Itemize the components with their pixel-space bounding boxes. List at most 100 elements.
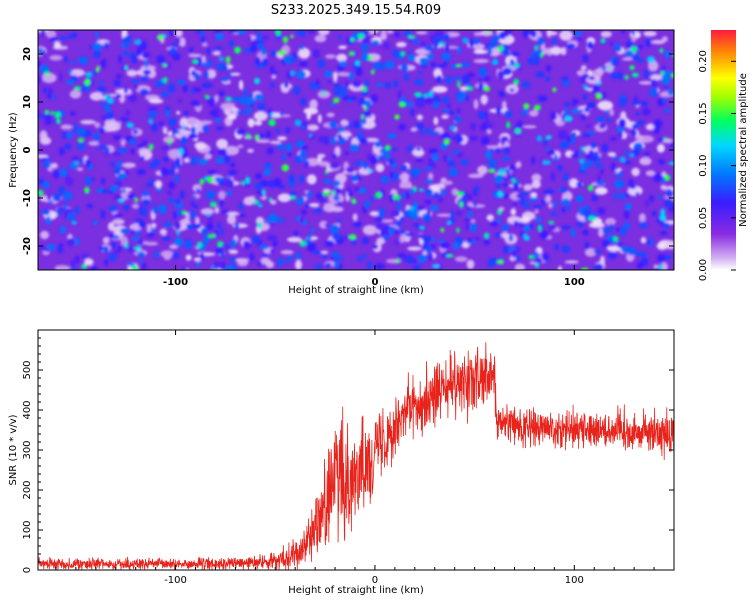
- spectrogram-mid-blob: [269, 248, 274, 254]
- spectrogram-low-patch: [69, 69, 85, 77]
- spectrogram-peak-blob: [580, 267, 589, 270]
- spectrogram-mid-blob: [137, 143, 145, 149]
- spectrogram-mid-blob: [587, 41, 594, 50]
- spectrogram-mid-blob: [497, 218, 501, 223]
- spectrogram-low-patch: [162, 126, 168, 135]
- spectrogram-mid-blob: [657, 194, 663, 199]
- spectrogram-mid-blob: [406, 145, 414, 153]
- spectrogram-mid-blob: [660, 75, 671, 85]
- spectrogram-low-patch: [179, 37, 186, 47]
- spectrogram-mid-blob: [161, 235, 171, 242]
- spectrogram-mid-blob: [495, 106, 502, 115]
- spectrogram-mid-blob: [189, 210, 196, 220]
- spectrogram-mid-blob: [455, 210, 463, 217]
- spectrogram-x-tick-label: 100: [564, 277, 585, 288]
- spectrogram-mid-blob: [529, 223, 534, 230]
- spectrogram-mid-blob: [213, 30, 223, 34]
- spectrogram-mid-blob: [513, 182, 519, 192]
- spectrogram-low-patch: [638, 213, 646, 223]
- spectrogram-mid-blob: [597, 174, 601, 183]
- snr-plot-area: [38, 330, 674, 570]
- spectrogram-low-patch: [318, 30, 330, 36]
- spectrogram-peak-blob: [462, 37, 469, 44]
- spectrogram-peak-blob: [540, 51, 544, 58]
- spectrogram-mid-blob: [228, 169, 238, 175]
- spectrogram-mid-blob: [633, 96, 638, 103]
- spectrogram-mid-blob: [203, 235, 210, 245]
- spectrogram-mid-blob: [66, 237, 76, 247]
- spectrogram-mid-blob: [470, 122, 477, 131]
- spectrogram-low-patch: [306, 174, 317, 185]
- spectrogram-peak-blob: [506, 121, 511, 129]
- spectrogram-low-patch: [381, 219, 394, 223]
- spectrogram-peak-blob: [148, 143, 154, 151]
- spectrogram-mid-blob: [635, 44, 644, 49]
- spectrogram-mid-blob: [56, 206, 62, 217]
- spectrogram-mid-blob: [299, 216, 305, 224]
- spectrogram-low-patch: [376, 237, 386, 245]
- spectrogram-mid-blob: [238, 202, 244, 211]
- spectrogram-mid-blob: [408, 51, 413, 55]
- spectrogram-low-patch: [595, 187, 608, 195]
- spectrogram-mid-blob: [46, 244, 56, 251]
- spectrogram-mid-blob: [553, 200, 557, 208]
- spectrogram-mid-blob: [141, 51, 151, 60]
- spectrogram-mid-blob: [635, 192, 640, 197]
- spectrogram-low-patch: [433, 116, 439, 126]
- spectrogram-mid-blob: [101, 100, 107, 108]
- spectrogram-mid-blob: [289, 255, 294, 261]
- spectrogram-low-patch: [295, 259, 302, 270]
- spectrogram-mid-blob: [425, 127, 431, 135]
- spectrogram-mid-blob: [428, 148, 439, 155]
- spectrogram-mid-blob: [158, 204, 167, 214]
- spectrogram-low-patch: [45, 30, 57, 38]
- spectrogram-low-patch: [198, 120, 213, 125]
- spectrogram-mid-blob: [228, 257, 237, 262]
- spectrogram-mid-blob: [509, 88, 515, 93]
- spectrogram-mid-blob: [317, 58, 326, 69]
- spectrogram-mid-blob: [649, 88, 658, 97]
- spectrogram-mid-blob: [416, 95, 425, 104]
- spectrogram-mid-blob: [487, 46, 493, 56]
- spectrogram-mid-blob: [585, 124, 592, 129]
- spectrogram-mid-blob: [561, 198, 571, 206]
- spectrogram-low-patch: [39, 130, 48, 142]
- spectrogram-mid-blob: [147, 106, 158, 112]
- spectrogram-low-patch: [104, 118, 118, 129]
- spectrogram-mid-blob: [492, 34, 500, 43]
- spectrogram-mid-blob: [426, 208, 431, 218]
- spectrogram-mid-blob: [443, 60, 448, 68]
- spectrogram-mid-blob: [214, 118, 223, 123]
- spectrogram-mid-blob: [353, 221, 362, 228]
- spectrogram-low-patch: [120, 139, 126, 147]
- spectrogram-mid-blob: [545, 76, 550, 82]
- spectrogram-mid-blob: [142, 190, 150, 197]
- spectrogram-low-patch: [598, 227, 604, 238]
- snr-y-tick-label: 0: [22, 567, 33, 573]
- spectrogram-mid-blob: [635, 251, 644, 257]
- spectrogram-y-tick-label: 0: [22, 146, 33, 153]
- spectrogram-mid-blob: [145, 182, 154, 187]
- spectrogram-mid-blob: [139, 88, 149, 96]
- spectrogram-mid-blob: [333, 194, 340, 202]
- spectrogram-low-patch: [53, 41, 62, 49]
- spectrogram-mid-blob: [260, 35, 269, 41]
- spectrogram-peak-blob: [536, 135, 543, 142]
- spectrogram-low-patch: [160, 250, 174, 258]
- spectrogram-mid-blob: [41, 209, 51, 216]
- spectrogram-mid-blob: [122, 50, 130, 57]
- spectrogram-mid-blob: [99, 245, 104, 251]
- spectrogram-mid-blob: [444, 76, 453, 84]
- spectrogram-mid-blob: [398, 230, 407, 234]
- spectrogram-mid-blob: [623, 160, 632, 165]
- spectrogram-mid-blob: [414, 78, 424, 86]
- spectrogram-mid-blob: [585, 160, 593, 168]
- spectrogram-mid-blob: [348, 121, 352, 130]
- spectrogram-mid-blob: [200, 35, 206, 44]
- spectrogram-mid-blob: [207, 216, 214, 223]
- spectrogram-mid-blob: [576, 36, 583, 42]
- spectrogram-mid-blob: [550, 172, 556, 182]
- spectrogram-peak-blob: [168, 139, 172, 146]
- spectrogram-mid-blob: [196, 188, 201, 193]
- spectrogram-peak-blob: [207, 234, 216, 239]
